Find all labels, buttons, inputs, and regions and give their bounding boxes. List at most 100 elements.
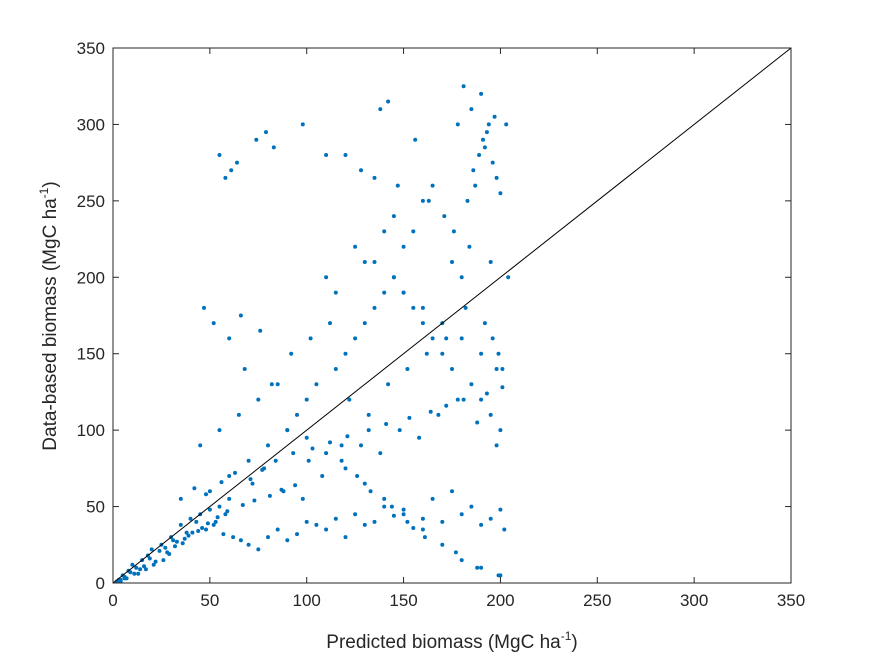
data-point	[254, 137, 259, 142]
data-point	[207, 489, 212, 494]
data-point	[477, 153, 482, 157]
x-tick-label: 200	[486, 591, 514, 610]
data-point	[498, 507, 503, 512]
data-point	[122, 576, 127, 581]
data-point	[273, 458, 278, 463]
data-point	[221, 532, 226, 537]
data-point	[190, 530, 195, 535]
data-point	[498, 191, 503, 196]
data-point	[420, 321, 425, 326]
data-point	[211, 321, 216, 326]
data-point	[482, 145, 487, 150]
data-point	[465, 198, 470, 203]
x-tick-label: 250	[583, 591, 611, 610]
x-axis-label-suffix: )	[571, 632, 577, 653]
data-point	[467, 244, 472, 249]
data-point	[182, 536, 187, 541]
x-axis-label-superscript: -1	[561, 629, 572, 643]
data-point	[372, 175, 377, 180]
data-point	[413, 137, 418, 142]
data-point	[490, 160, 495, 165]
data-point	[488, 516, 493, 521]
data-point	[475, 565, 480, 570]
data-point	[422, 535, 427, 540]
data-point	[502, 527, 507, 532]
data-point	[324, 451, 329, 456]
x-axis-ticks: 0 50 100 150 200 250 300 350	[108, 48, 805, 610]
data-point	[308, 336, 313, 341]
data-point	[291, 451, 296, 456]
data-point	[440, 542, 445, 547]
data-point	[407, 415, 412, 420]
data-point	[324, 527, 329, 532]
y-tick-label: 0	[96, 574, 105, 593]
data-point	[238, 313, 243, 318]
data-point	[395, 183, 400, 188]
data-point	[391, 214, 396, 219]
data-point	[167, 552, 172, 556]
data-point	[353, 244, 358, 249]
data-point	[372, 519, 377, 524]
data-point	[430, 496, 435, 501]
data-point	[293, 483, 298, 488]
y-axis-label-superscript: -1	[37, 187, 51, 198]
data-point	[420, 198, 425, 203]
data-point	[202, 305, 206, 310]
data-point	[481, 137, 485, 142]
data-point	[426, 198, 431, 203]
data-point	[227, 336, 232, 341]
y-tick-label: 50	[86, 498, 105, 517]
data-point	[266, 535, 270, 540]
data-point	[300, 496, 305, 501]
data-point	[386, 382, 391, 387]
data-point	[186, 533, 191, 538]
data-point	[215, 515, 220, 520]
data-point	[471, 168, 476, 173]
data-point	[130, 562, 135, 567]
data-point	[173, 544, 177, 549]
data-point	[324, 275, 329, 280]
data-point	[238, 538, 243, 543]
data-point	[500, 385, 505, 390]
data-point	[382, 290, 387, 295]
data-point	[143, 567, 148, 572]
data-point	[204, 527, 208, 532]
data-point	[219, 480, 224, 485]
data-point	[343, 466, 348, 471]
data-point	[304, 435, 309, 440]
data-point	[161, 558, 166, 563]
data-point	[343, 535, 348, 540]
data-point	[314, 522, 319, 527]
data-point	[279, 487, 284, 492]
data-point	[359, 443, 363, 448]
data-point	[242, 367, 247, 371]
data-point	[362, 260, 367, 264]
data-point	[366, 428, 371, 433]
data-point	[136, 571, 141, 576]
data-point	[275, 382, 280, 387]
data-point	[153, 559, 158, 564]
data-point	[333, 290, 338, 295]
data-points	[114, 84, 511, 584]
data-point	[461, 84, 466, 89]
x-tick-label: 50	[200, 591, 219, 610]
data-point	[264, 130, 268, 135]
data-point	[304, 519, 309, 524]
data-point	[289, 351, 294, 356]
data-point	[475, 420, 480, 425]
data-point	[382, 504, 387, 509]
data-point	[269, 382, 274, 387]
y-axis-ticks: 0 50 100 150 200 250 300 350	[77, 39, 791, 593]
data-point	[275, 527, 280, 532]
data-point	[194, 519, 199, 524]
data-point	[256, 397, 261, 402]
data-point	[252, 498, 257, 503]
data-point	[401, 244, 406, 249]
data-point	[430, 336, 435, 341]
data-point	[444, 336, 449, 341]
data-point	[506, 275, 511, 280]
x-axis-label-text: Predicted biomass (MgC ha	[326, 632, 561, 653]
data-point	[488, 412, 493, 417]
data-point	[213, 519, 218, 524]
y-tick-label: 350	[77, 39, 105, 58]
